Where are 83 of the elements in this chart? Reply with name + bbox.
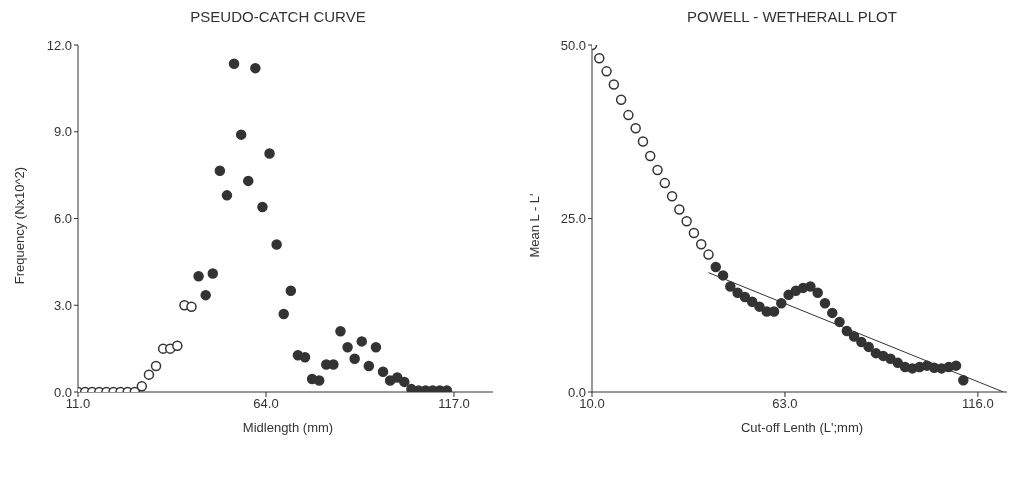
point xyxy=(370,341,382,353)
point xyxy=(885,353,896,364)
point xyxy=(623,109,634,121)
point xyxy=(328,359,339,370)
point xyxy=(637,136,649,147)
point xyxy=(214,165,226,177)
point xyxy=(819,297,831,309)
point xyxy=(313,375,325,386)
point xyxy=(278,308,289,320)
point xyxy=(776,297,787,309)
point xyxy=(228,58,240,70)
point xyxy=(601,66,612,77)
x-tick-label: 117.0 xyxy=(438,396,470,412)
point xyxy=(221,190,233,201)
point xyxy=(235,129,247,140)
point xyxy=(754,301,765,312)
x-axis-title: Midlength (mm) xyxy=(241,420,335,435)
point xyxy=(666,191,678,202)
point xyxy=(805,281,816,292)
point xyxy=(812,287,823,299)
y-tick-label: 9.0 xyxy=(53,124,72,140)
y-tick-label: 12.0 xyxy=(46,37,72,53)
point xyxy=(674,204,685,215)
y-tick-label: 50.0 xyxy=(560,37,586,53)
point xyxy=(652,164,663,176)
y-tick-label: 6.0 xyxy=(53,211,72,227)
point xyxy=(695,238,707,250)
point xyxy=(958,374,969,386)
point xyxy=(342,341,353,353)
y-tick-label: 25.0 xyxy=(560,211,586,227)
point xyxy=(285,285,297,297)
point xyxy=(243,175,254,187)
point xyxy=(710,261,722,273)
point xyxy=(250,62,261,74)
point xyxy=(856,336,867,348)
point xyxy=(299,352,311,363)
point xyxy=(645,150,656,162)
y-axis-title: Mean L - L' xyxy=(526,192,542,258)
point xyxy=(349,353,360,364)
point xyxy=(717,270,729,281)
point xyxy=(950,360,962,371)
point xyxy=(615,94,627,106)
y-axis-title: Frequency (Nx10^2) xyxy=(12,166,28,284)
point xyxy=(143,369,155,380)
point xyxy=(257,201,268,213)
point xyxy=(630,123,641,134)
point xyxy=(892,357,904,369)
point xyxy=(746,296,758,308)
point xyxy=(725,281,736,292)
x-axis-title: Cut-off Lenth (L';mm) xyxy=(739,420,865,435)
point xyxy=(363,360,375,372)
point xyxy=(335,326,346,337)
point xyxy=(193,271,204,282)
point xyxy=(186,301,197,312)
point xyxy=(399,376,410,388)
x-tick-label: 63.0 xyxy=(772,396,798,412)
point xyxy=(136,380,148,392)
point xyxy=(608,79,620,90)
point xyxy=(271,239,282,250)
point xyxy=(356,336,368,347)
point xyxy=(377,366,389,378)
point xyxy=(739,291,751,303)
point xyxy=(264,148,275,159)
point xyxy=(732,287,743,299)
point xyxy=(703,249,714,260)
chart-title: POWELL - WETHERALL PLOT xyxy=(686,8,898,27)
point xyxy=(688,227,700,239)
point xyxy=(841,325,853,337)
chart-title: PSEUDO-CATCH CURVE xyxy=(189,8,367,27)
point xyxy=(150,360,162,372)
point xyxy=(863,341,874,353)
point xyxy=(207,268,219,279)
point xyxy=(834,316,845,328)
point xyxy=(172,340,183,351)
point xyxy=(200,289,211,301)
point xyxy=(659,177,671,189)
point xyxy=(681,216,692,227)
y-tick-label: 3.0 xyxy=(53,297,72,313)
point xyxy=(594,52,605,64)
point xyxy=(827,307,838,319)
x-tick-label: 64.0 xyxy=(253,396,279,412)
point xyxy=(848,331,860,342)
x-tick-label: 116.0 xyxy=(962,396,994,412)
